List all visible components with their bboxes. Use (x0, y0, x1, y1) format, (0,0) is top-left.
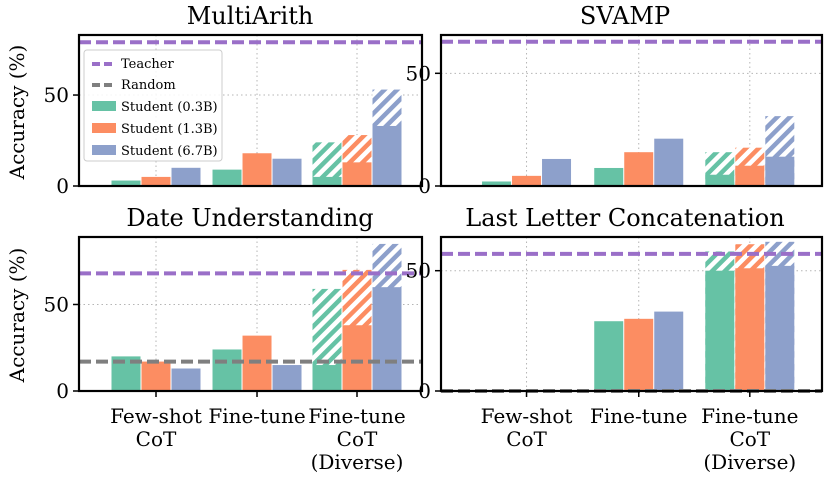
date-understanding-axes-frame (77, 235, 424, 393)
date-understanding-bar-student-6-7b-cat-2 (372, 287, 402, 391)
last-letter-concatenation-xtick-label-0-line-1: CoT (506, 427, 547, 451)
last-letter-concatenation-xtick-label-2-line-1: CoT (729, 427, 770, 451)
date-understanding-xtick-label-2-line-0: Fine-tune (308, 404, 405, 428)
last-letter-concatenation-axes-frame (439, 235, 824, 393)
date-understanding-xtick-label-2-line-2: (Diverse) (311, 450, 404, 474)
legend-student-6-7b-swatch (92, 145, 116, 155)
svamp-bar-student-1-3b-cat-1 (624, 152, 654, 186)
svamp-ytick-label-50: 50 (406, 61, 431, 85)
multiarith-ytick-label-50: 50 (44, 83, 69, 107)
svamp-bar-student-0-3b-cat-1 (594, 167, 624, 186)
legend-box (83, 49, 223, 162)
legend: Teacher Random Student (0.3B) Student (1… (83, 49, 223, 162)
svamp-bar-student-6-7b-cat-2 (765, 156, 795, 186)
date-understanding-bar-student-6-7b-cat-0 (171, 368, 201, 391)
last-letter-concatenation-bar-student-6-7b-cat-1 (654, 311, 684, 391)
multiarith-bar-student-0-3b-cat-1 (212, 169, 242, 186)
last-letter-concatenation-xtick-label-2-line-0: Fine-tune (701, 404, 798, 428)
multiarith-bar-student-0-3b-cat-2 (312, 176, 342, 186)
last-letter-concatenation-bar-student-1-3b-cat-1 (624, 318, 654, 391)
last-letter-concatenation-xtick-label-0-line-0: Few-shot (481, 404, 573, 428)
last-letter-concatenation-xtick-label-2-line-2: (Diverse) (703, 450, 796, 474)
multiarith-bar-student-1-3b-cat-0 (141, 176, 171, 186)
last-letter-concatenation-ytick-label-50: 50 (406, 259, 431, 283)
svamp-bar-student-6-7b-cat-1 (654, 138, 684, 186)
legend-student-0-3b-swatch (92, 101, 116, 111)
panel-multiarith: 0 50 (44, 33, 424, 198)
multiarith-bar-student-1-3b-cat-1 (242, 153, 272, 186)
date-understanding-bar-student-0-3b-cat-1 (212, 349, 242, 391)
multiarith-bar-student-6-7b-cat-2 (372, 125, 402, 186)
legend-student-1-3b-swatch (92, 123, 116, 133)
date-understanding-bar-student-1-3b-cat-2 (342, 325, 372, 391)
legend-random-label: Random (121, 78, 176, 93)
date-understanding-bar-student-0-3b-cat-2 (312, 365, 342, 391)
svamp-bar-student-0-3b-cat-0 (482, 181, 512, 186)
legend-student-1-3b-label: Student (1.3B) (121, 122, 218, 137)
panel-title-svamp: SVAMP (580, 2, 670, 30)
last-letter-concatenation-bar-student-0-3b-cat-2 (705, 270, 735, 391)
svamp-bar-student-6-7b-cat-0 (542, 158, 572, 186)
date-understanding-xtick-label-1-line-0: Fine-tune (208, 404, 305, 428)
svamp-bar-student-1-3b-cat-2 (735, 165, 765, 186)
multiarith-bar-student-6-7b-cat-1 (272, 158, 302, 186)
legend-student-6-7b-label: Student (6.7B) (121, 144, 218, 159)
y-axis-label-bottom: Accuracy (%) (5, 248, 29, 384)
date-understanding-ytick-label-50: 50 (44, 292, 69, 316)
last-letter-concatenation-bar-student-0-3b-cat-1 (594, 321, 624, 391)
date-understanding-xtick-label-2-line-1: CoT (337, 427, 378, 451)
last-letter-concatenation-bar-student-1-3b-cat-2 (735, 268, 765, 391)
multiarith-bar-student-1-3b-cat-2 (342, 162, 372, 186)
svamp-axes-frame (439, 33, 824, 188)
date-understanding-bar-student-6-7b-cat-1 (272, 365, 302, 391)
date-understanding-xtick-label-0-line-0: Few-shot (110, 404, 202, 428)
legend-student-0-3b-label: Student (0.3B) (121, 100, 218, 115)
last-letter-concatenation-ytick-label-0: 0 (418, 379, 431, 403)
last-letter-concatenation-xtick-label-1-line-0: Fine-tune (590, 404, 687, 428)
panel-title-date-understanding: Date Understanding (126, 204, 373, 232)
panel-svamp: 0 50 (406, 33, 824, 198)
multiarith-bar-student-6-7b-cat-0 (171, 167, 201, 186)
multiarith-ytick-label-0: 0 (56, 174, 69, 198)
date-understanding-xtick-label-0-line-1: CoT (136, 427, 177, 451)
multiarith-bar-student-0-3b-cat-0 (111, 180, 141, 186)
panel-title-last-letter-concatenation: Last Letter Concatenation (465, 204, 784, 232)
y-axis-label-top: Accuracy (%) (5, 45, 29, 181)
svamp-ytick-label-0: 0 (418, 174, 431, 198)
svamp-bar-student-1-3b-cat-0 (512, 175, 542, 186)
svamp-bar-student-0-3b-cat-2 (705, 174, 735, 186)
last-letter-concatenation-bar-student-6-7b-cat-2 (765, 265, 795, 391)
date-understanding-bar-student-1-3b-cat-0 (141, 361, 171, 391)
date-understanding-ytick-label-0: 0 (56, 379, 69, 403)
multiarith-axes-frame (77, 33, 424, 188)
legend-teacher-label: Teacher (121, 57, 174, 72)
panel-title-multiarith: MultiArith (187, 2, 314, 30)
